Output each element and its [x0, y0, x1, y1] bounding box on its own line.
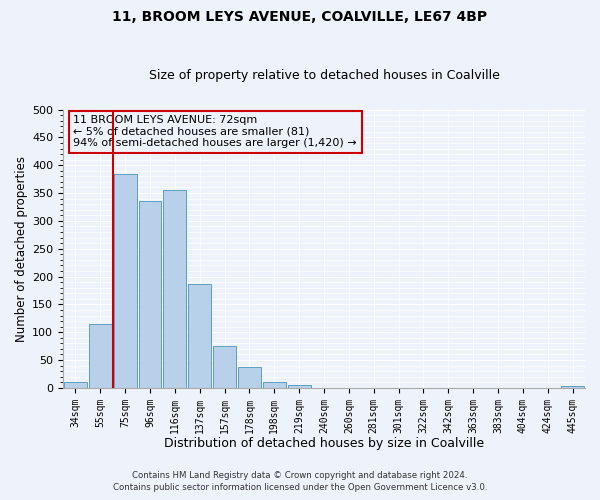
Bar	[561, 386, 584, 388]
X-axis label: Distribution of detached houses by size in Coalville: Distribution of detached houses by size …	[164, 437, 484, 450]
Bar	[213, 346, 236, 388]
Bar	[139, 202, 161, 388]
Bar	[114, 174, 137, 388]
Title: Size of property relative to detached houses in Coalville: Size of property relative to detached ho…	[149, 69, 499, 82]
Bar	[288, 385, 311, 388]
Text: 11, BROOM LEYS AVENUE, COALVILLE, LE67 4BP: 11, BROOM LEYS AVENUE, COALVILLE, LE67 4…	[112, 10, 488, 24]
Bar	[188, 284, 211, 388]
Bar	[238, 366, 261, 388]
Bar	[263, 382, 286, 388]
Text: Contains HM Land Registry data © Crown copyright and database right 2024.
Contai: Contains HM Land Registry data © Crown c…	[113, 471, 487, 492]
Bar	[89, 324, 112, 388]
Text: 11 BROOM LEYS AVENUE: 72sqm
← 5% of detached houses are smaller (81)
94% of semi: 11 BROOM LEYS AVENUE: 72sqm ← 5% of deta…	[73, 115, 357, 148]
Bar	[64, 382, 87, 388]
Y-axis label: Number of detached properties: Number of detached properties	[15, 156, 28, 342]
Bar	[163, 190, 187, 388]
